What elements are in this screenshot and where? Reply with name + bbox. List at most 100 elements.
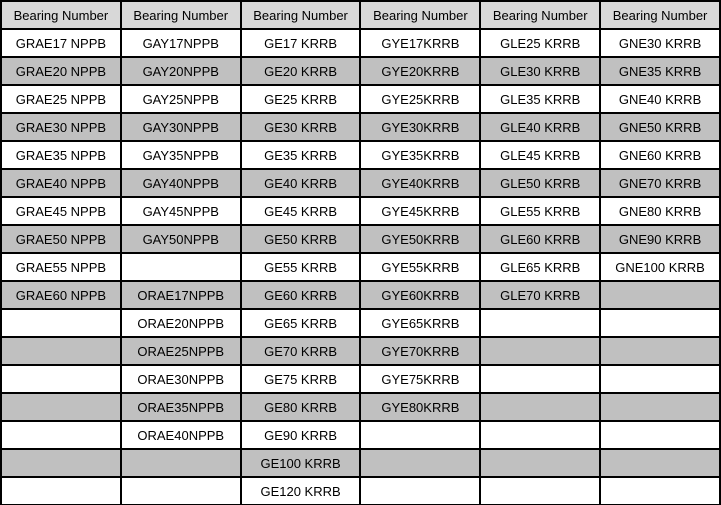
table-cell: GAY20NPPB (119, 56, 242, 86)
table-cell: GLE60 KRRB (479, 224, 602, 254)
table-cell: GYE50KRRB (359, 224, 482, 254)
table-cell: GLE35 KRRB (479, 84, 602, 114)
table-row: GRAE17 NPPB GAY17NPPB GE17 KRRB GYE17KRRB GL… (0, 28, 721, 58)
table-row: GRAE40 NPPB GAY40NPPB GE40 KRRB GYE40KRRB GL… (0, 168, 721, 198)
table-cell: GE90 KRRB (239, 420, 362, 450)
header-row: Bearing Number Bearing Number Bearing Numb… (0, 0, 721, 30)
table-row: ORAE25NPPB GE70 KRRB GYE70KRRB (0, 336, 721, 366)
table-cell: GRAE55 NPPB (0, 252, 122, 282)
table-cell: GLE55 KRRB (479, 196, 602, 226)
table-cell (599, 280, 721, 310)
table-cell (599, 336, 721, 366)
header-cell: Bearing Number (359, 0, 482, 30)
table-cell: GE80 KRRB (239, 392, 362, 422)
table-cell: GRAE25 NPPB (0, 84, 122, 114)
table-cell (479, 476, 602, 505)
table-cell (0, 364, 122, 394)
table-cell: GYE70KRRB (359, 336, 482, 366)
table-cell: GRAE60 NPPB (0, 280, 122, 310)
table-cell: GNE60 KRRB (599, 140, 721, 170)
table-cell (119, 476, 242, 505)
table-row: GRAE50 NPPB GAY50NPPB GE50 KRRB GYE50KRRB GL… (0, 224, 721, 254)
table-cell (479, 420, 602, 450)
table-row: ORAE20NPPB GE65 KRRB GYE65KRRB (0, 308, 721, 338)
table-cell: ORAE17NPPB (119, 280, 242, 310)
table-cell: ORAE30NPPB (119, 364, 242, 394)
table-cell: GRAE17 NPPB (0, 28, 122, 58)
table-cell: GNE70 KRRB (599, 168, 721, 198)
table-cell: GRAE35 NPPB (0, 140, 122, 170)
table-cell (479, 448, 602, 478)
table-cell (599, 420, 721, 450)
table-cell (479, 336, 602, 366)
table-cell: GLE50 KRRB (479, 168, 602, 198)
table-cell: GE65 KRRB (239, 308, 362, 338)
table-cell (479, 392, 602, 422)
table-cell: GYE30KRRB (359, 112, 482, 142)
table-cell (359, 420, 482, 450)
table-cell: GAY25NPPB (119, 84, 242, 114)
table-cell: GE75 KRRB (239, 364, 362, 394)
table-cell (479, 364, 602, 394)
table-cell (119, 252, 242, 282)
table-cell: GRAE20 NPPB (0, 56, 122, 86)
table-cell: GYE75KRRB (359, 364, 482, 394)
table-cell (0, 476, 122, 505)
table-cell: GAY35NPPB (119, 140, 242, 170)
table-row: ORAE35NPPB GE80 KRRB GYE80KRRB (0, 392, 721, 422)
table-cell (599, 364, 721, 394)
table-cell: GNE90 KRRB (599, 224, 721, 254)
table-cell: GYE20KRRB (359, 56, 482, 86)
table-cell (0, 336, 122, 366)
table-cell: GNE35 KRRB (599, 56, 721, 86)
table-cell: GLE30 KRRB (479, 56, 602, 86)
table-cell: GNE40 KRRB (599, 84, 721, 114)
table-cell (599, 392, 721, 422)
table-header: Bearing Number Bearing Number Bearing Numb… (0, 0, 721, 30)
table-cell: GE100 KRRB (239, 448, 362, 478)
table-cell: GE35 KRRB (239, 140, 362, 170)
table-cell (479, 308, 602, 338)
table-cell: GE40 KRRB (239, 168, 362, 198)
table-row: GRAE20 NPPB GAY20NPPB GE20 KRRB GYE20KRRB GL… (0, 56, 721, 86)
table-cell (0, 420, 122, 450)
table-cell: GAY17NPPB (119, 28, 242, 58)
table-cell: GE25 KRRB (239, 84, 362, 114)
table-cell: GYE17KRRB (359, 28, 482, 58)
table-cell: GLE70 KRRB (479, 280, 602, 310)
table-cell: GAY40NPPB (119, 168, 242, 198)
table-row: GRAE35 NPPB GAY35NPPB GE35 KRRB GYE35KRRB GL… (0, 140, 721, 170)
header-cell: Bearing Number (599, 0, 721, 30)
table-cell: GYE35KRRB (359, 140, 482, 170)
table-cell: GE70 KRRB (239, 336, 362, 366)
table-cell: GAY30NPPB (119, 112, 242, 142)
header-cell: Bearing Number (0, 0, 122, 30)
table-row: GE120 KRRB (0, 476, 721, 505)
table-cell (599, 476, 721, 505)
table-cell: GLE25 KRRB (479, 28, 602, 58)
table-cell: GE20 KRRB (239, 56, 362, 86)
table-cell: GNE100 KRRB (599, 252, 721, 282)
table-cell: GYE25KRRB (359, 84, 482, 114)
table-cell: GNE80 KRRB (599, 196, 721, 226)
table-row: GRAE25 NPPB GAY25NPPB GE25 KRRB GYE25KRRB GL… (0, 84, 721, 114)
table-cell: GRAE40 NPPB (0, 168, 122, 198)
table-cell: GAY50NPPB (119, 224, 242, 254)
table-cell: GNE30 KRRB (599, 28, 721, 58)
table-cell (0, 308, 122, 338)
header-cell: Bearing Number (479, 0, 602, 30)
table-cell (599, 308, 721, 338)
table-cell: GE50 KRRB (239, 224, 362, 254)
table-cell: GLE40 KRRB (479, 112, 602, 142)
table-cell (0, 448, 122, 478)
table-cell: GE60 KRRB (239, 280, 362, 310)
table-cell (119, 448, 242, 478)
table-row: GRAE45 NPPB GAY45NPPB GE45 KRRB GYE45KRRB GL… (0, 196, 721, 226)
table-cell (0, 392, 122, 422)
table-cell (359, 476, 482, 505)
table-cell: GYE80KRRB (359, 392, 482, 422)
table-cell: GYE40KRRB (359, 168, 482, 198)
table-cell: GE30 KRRB (239, 112, 362, 142)
